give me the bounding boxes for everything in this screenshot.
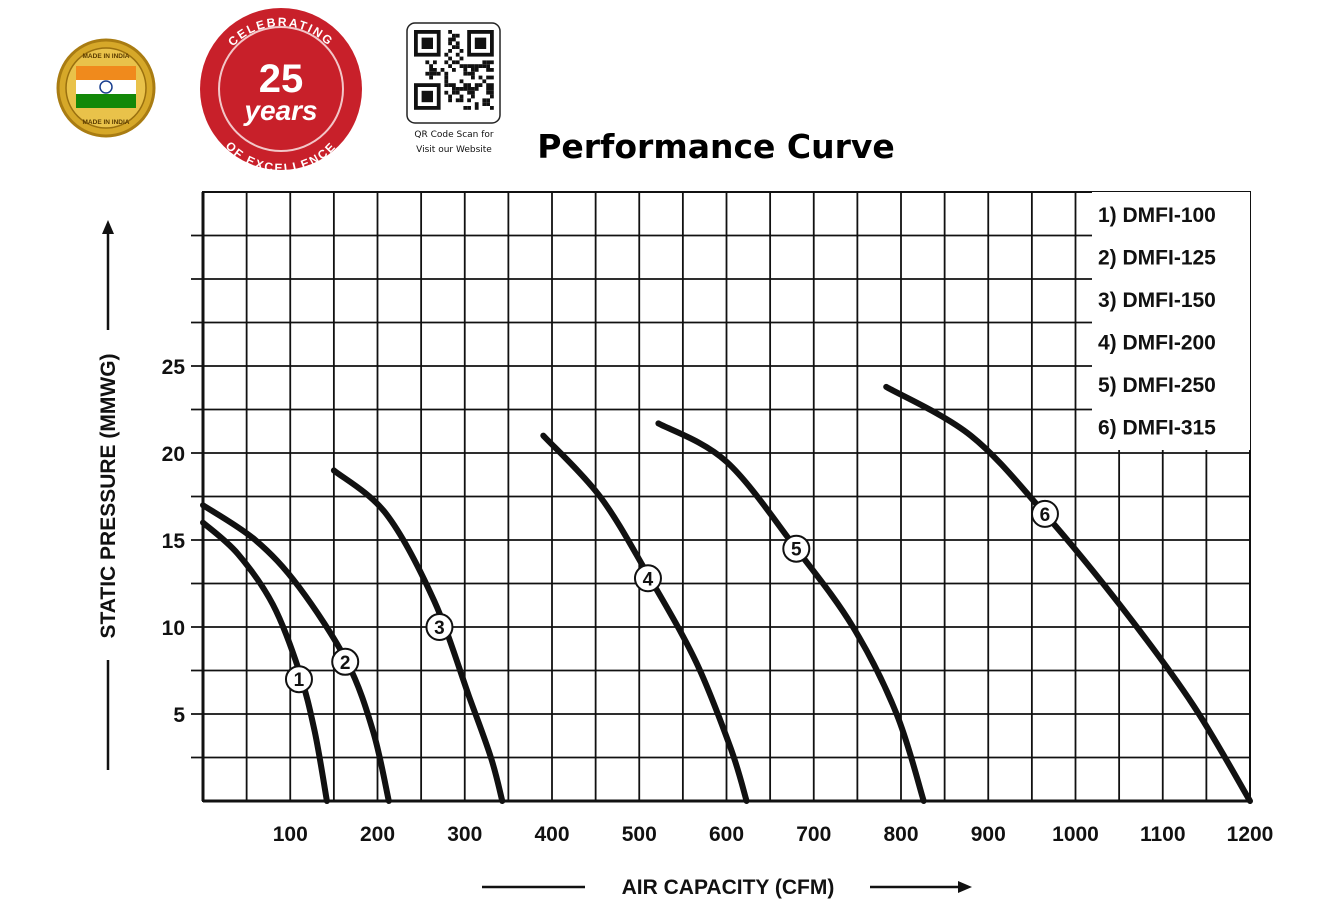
curve-label-6: 6 <box>1040 505 1051 526</box>
y-tick-label: 10 <box>162 617 185 640</box>
chart-grid <box>191 191 1251 803</box>
legend-entry: 2) DMFI-125 <box>1098 247 1216 270</box>
qr-caption-line-1: QR Code Scan for <box>414 130 494 140</box>
x-tick-label: 700 <box>796 823 831 846</box>
curve-series: 1 2 3 4 5 6 <box>200 383 1253 804</box>
x-axis-title: AIR CAPACITY (CFM) <box>622 876 835 899</box>
legend-entry: 4) DMFI-200 <box>1098 332 1216 355</box>
legend-entry: 6) DMFI-315 <box>1098 417 1216 440</box>
y-tick-label: 20 <box>162 443 185 466</box>
legend-entry: 5) DMFI-250 <box>1098 374 1216 397</box>
made-in-india-seal: MADE IN INDIA MADE IN INDIA <box>56 38 156 138</box>
x-tick-label: 600 <box>709 823 744 846</box>
curve-dmfi-2 <box>200 502 392 804</box>
curve-dmfi-3 <box>330 467 506 804</box>
curve-marker-1 <box>284 665 313 694</box>
y-tick-label: 25 <box>162 356 186 379</box>
flag-saffron-band <box>76 66 136 80</box>
curve-label-5: 5 <box>791 540 802 561</box>
curve-label-4: 4 <box>643 569 654 590</box>
flag-green-band <box>76 94 136 108</box>
curve-dmfi-6 <box>883 383 1253 804</box>
legend: 1) DMFI-100 2) DMFI-125 3) DMFI-150 4) DMFI… <box>1092 192 1250 450</box>
x-tick-label: 300 <box>447 823 482 846</box>
qr-code-icon <box>414 30 494 110</box>
badge-disc <box>200 8 362 170</box>
x-tick-label: 100 <box>273 823 308 846</box>
curve-dmfi-5 <box>655 420 927 804</box>
qr-code: QR Code Scan for Visit our Website <box>406 22 501 155</box>
seal-top-text: MADE IN INDIA <box>83 53 130 60</box>
curve-marker-2 <box>331 647 360 676</box>
y-tick-label: 15 <box>162 530 186 553</box>
x-tick-label: 800 <box>883 823 918 846</box>
curve-label-2: 2 <box>340 653 351 674</box>
curve-marker-4 <box>633 564 662 593</box>
y-axis-title-group: STATIC PRESSURE (MMWG) <box>95 220 121 770</box>
x-tick-label: 1100 <box>1140 823 1186 846</box>
flag-white-band <box>76 80 136 94</box>
badge-inner-ring <box>218 26 344 152</box>
chart-title: Performance Curve <box>537 127 895 166</box>
x-tick-label: 200 <box>360 823 395 846</box>
x-axis-title-group: AIR CAPACITY (CFM) <box>482 876 972 899</box>
curve-dmfi-4 <box>540 432 750 804</box>
legend-entry: 1) DMFI-100 <box>1098 204 1216 227</box>
y-axis-title-mask <box>95 330 121 660</box>
y-axis-title: STATIC PRESSURE (MMWG) <box>97 353 120 638</box>
x-tick-label: 1200 <box>1227 823 1274 846</box>
qr-caption-line-2: Visit our Website <box>416 145 492 155</box>
y-axis-arrow-icon <box>102 220 114 234</box>
badge-number: 25 <box>259 57 304 101</box>
curve-label-3: 3 <box>434 618 445 639</box>
x-tick-label: 900 <box>971 823 1006 846</box>
x-tick-label: 400 <box>534 823 569 846</box>
curve-marker-3 <box>425 613 454 641</box>
curve-marker-5 <box>782 534 811 563</box>
x-tick-label: 1000 <box>1052 823 1099 846</box>
badge-years: years <box>242 95 317 126</box>
curve-label-1: 1 <box>294 670 305 691</box>
legend-entry: 3) DMFI-150 <box>1098 289 1216 312</box>
anniversary-badge: CELEBRATING OF EXCELLENCE 25 years <box>200 8 362 175</box>
seal-bottom-text: MADE IN INDIA <box>83 119 130 126</box>
y-tick-label: 5 <box>173 704 185 727</box>
x-axis-arrow-icon <box>958 881 972 893</box>
curve-dmfi-1 <box>200 519 330 804</box>
axis-ticks: 100 200 300 400 500 600 700 800 900 1000 1100 1200 5… <box>162 356 1274 846</box>
legend-box <box>1092 192 1250 450</box>
x-tick-label: 500 <box>622 823 657 846</box>
curve-marker-6 <box>1030 499 1059 528</box>
ashoka-chakra-icon <box>99 80 113 94</box>
